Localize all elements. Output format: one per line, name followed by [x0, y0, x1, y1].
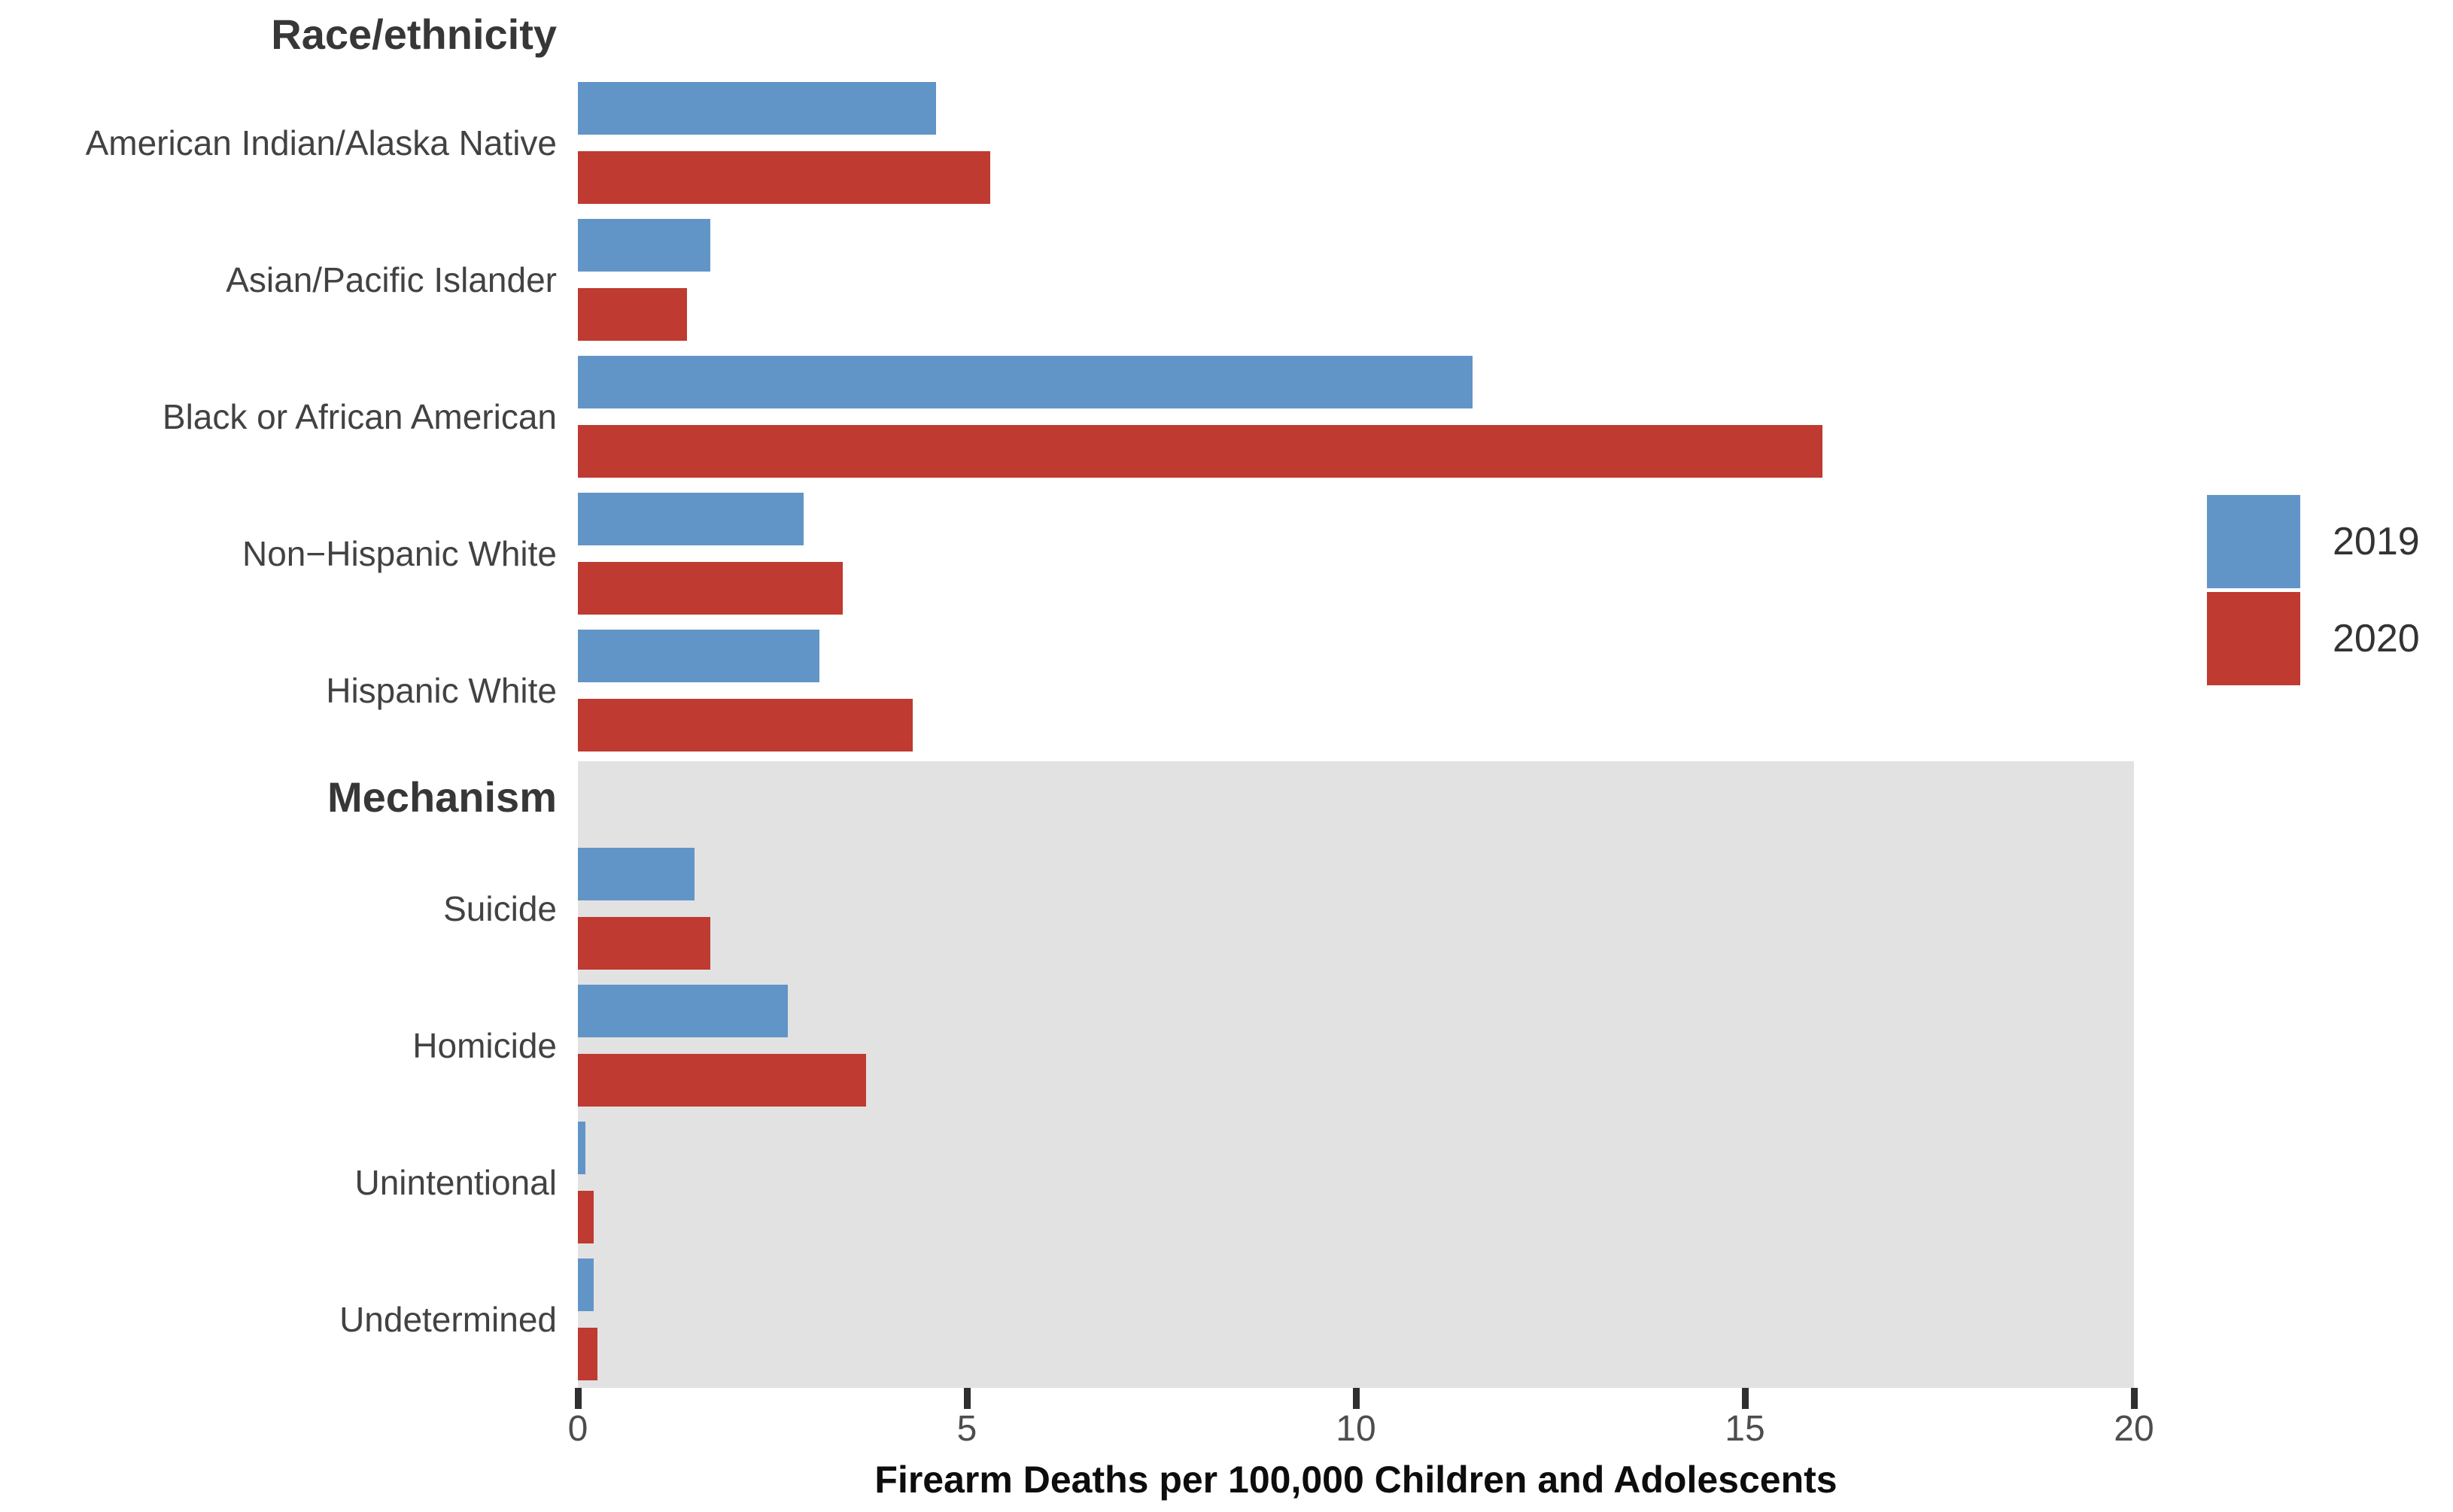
category-label-asian-pacific-islander: Asian/Pacific Islander [226, 260, 557, 299]
category-label-unintentional: Unintentional [354, 1163, 557, 1202]
category-label-undetermined: Undetermined [339, 1300, 557, 1339]
bar-2020-suicide [578, 917, 710, 970]
bar-2020-homicide [578, 1054, 866, 1107]
category-label-black-or-african-american: Black or African American [162, 397, 557, 436]
x-axis-tick-label-15: 15 [1725, 1409, 1765, 1449]
x-axis-tick-label-10: 10 [1336, 1409, 1376, 1449]
category-label-american-indian-alaska-native: American Indian/Alaska Native [85, 123, 557, 162]
bar-2019-black-or-african-american [578, 356, 1473, 408]
bar-2019-suicide [578, 848, 695, 900]
group-header-mechanism: Mechanism [327, 773, 557, 821]
bar-2019-unintentional [578, 1122, 586, 1174]
bar-2019-undetermined [578, 1258, 594, 1311]
legend-label-2020: 2020 [2333, 617, 2420, 660]
bar-2020-unintentional [578, 1191, 594, 1243]
legend-label-2019: 2019 [2333, 520, 2420, 563]
x-axis-tick-10 [1352, 1388, 1360, 1409]
bar-2020-non-hispanic-white [578, 562, 843, 615]
category-label-hispanic-white: Hispanic White [326, 671, 557, 710]
legend-swatch-2019 [2207, 495, 2300, 588]
category-label-homicide: Homicide [412, 1026, 557, 1065]
x-axis-tick-15 [1741, 1388, 1749, 1409]
x-axis-tick-20 [2130, 1388, 2138, 1409]
x-axis-tick-label-5: 5 [956, 1409, 977, 1449]
group-header-race-ethnicity: Race/ethnicity [271, 11, 557, 58]
category-label-non-hispanic-white: Non−Hispanic White [242, 534, 557, 573]
bar-2020-asian-pacific-islander [578, 288, 687, 341]
bar-2019-non-hispanic-white [578, 493, 804, 545]
bar-2020-hispanic-white [578, 699, 913, 751]
bar-2020-american-indian-alaska-native [578, 151, 991, 204]
bar-2020-black-or-african-american [578, 425, 1823, 478]
x-axis-tick-5 [963, 1388, 971, 1409]
x-axis-tick-label-0: 0 [567, 1409, 588, 1449]
x-axis-title: Firearm Deaths per 100,000 Children and … [874, 1459, 1837, 1501]
x-axis-tick-0 [574, 1388, 582, 1409]
legend-swatch-2020 [2207, 592, 2300, 685]
x-axis-tick-label-20: 20 [2114, 1409, 2154, 1449]
category-label-suicide: Suicide [443, 889, 557, 928]
bar-2019-american-indian-alaska-native [578, 82, 936, 135]
bar-2020-undetermined [578, 1328, 597, 1380]
bar-2019-homicide [578, 985, 789, 1037]
bar-2019-hispanic-white [578, 630, 819, 682]
bar-2019-asian-pacific-islander [578, 219, 710, 272]
